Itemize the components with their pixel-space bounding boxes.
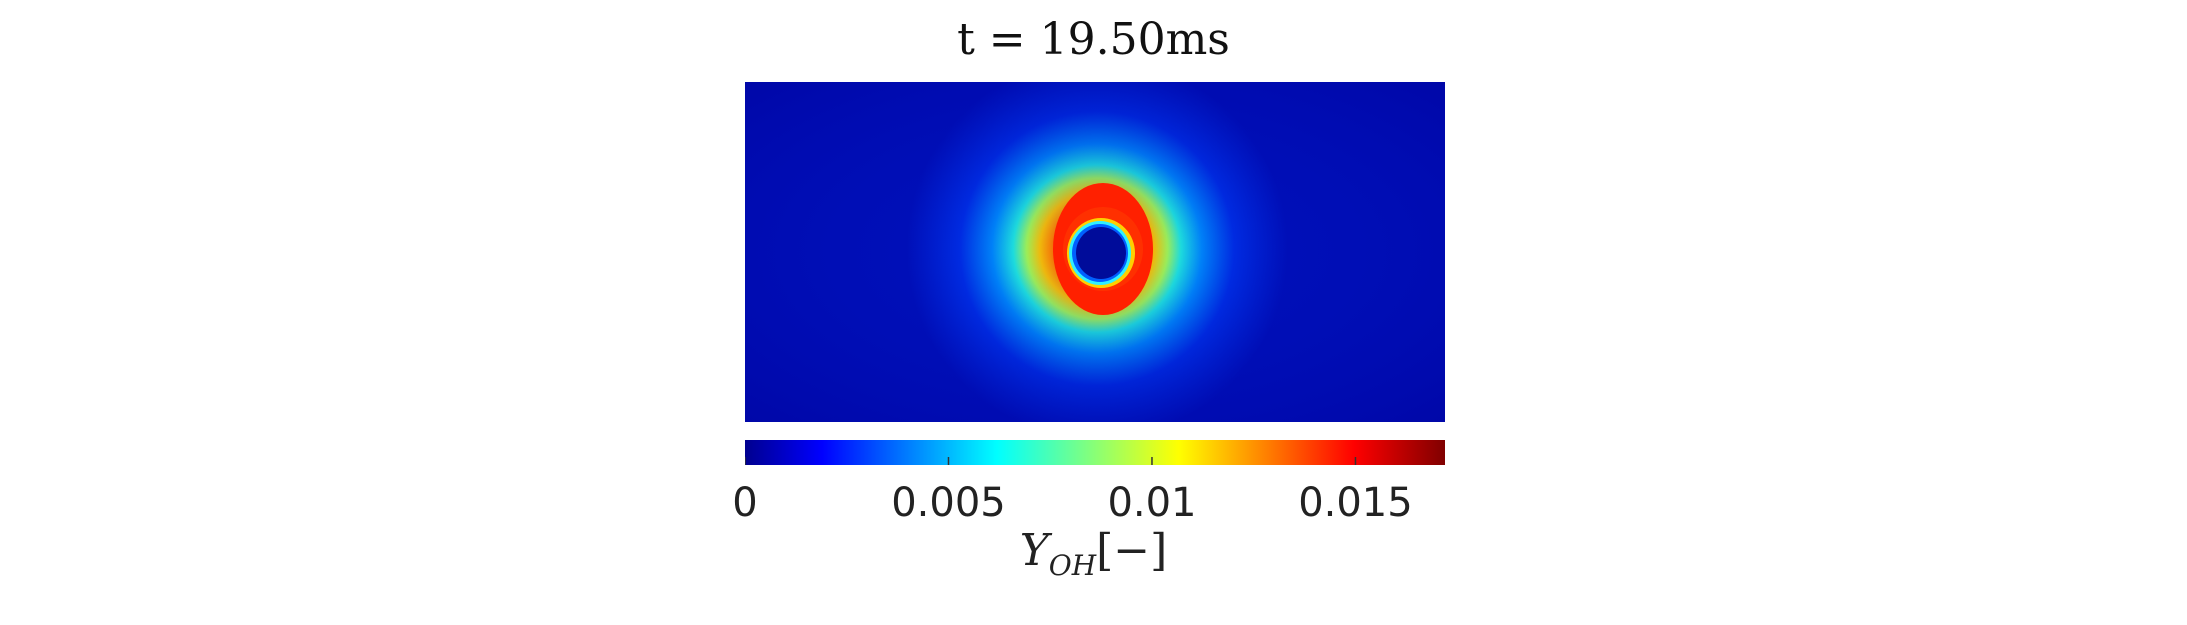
colorbar-ticks <box>745 457 1357 465</box>
colorbar-label-symbol: Y <box>1019 525 1049 576</box>
colorbar-gradient <box>745 440 1445 465</box>
colorbar <box>745 440 1445 465</box>
colorbar-tick-label: 0.005 <box>891 480 1006 526</box>
colorbar-tick-label: 0 <box>732 480 758 526</box>
colorbar-tick-label: 0.01 <box>1107 480 1197 526</box>
colorbar-tick-label: 0.015 <box>1298 480 1413 526</box>
core <box>1076 227 1126 279</box>
heatmap-field <box>745 82 1445 422</box>
chart-title: t = 19.50ms <box>957 14 1230 65</box>
colorbar-label-subscript: OH <box>1048 548 1097 582</box>
colorbar-label: YOH[−] <box>0 525 2187 582</box>
colorbar-label-unit: [−] <box>1096 525 1168 576</box>
